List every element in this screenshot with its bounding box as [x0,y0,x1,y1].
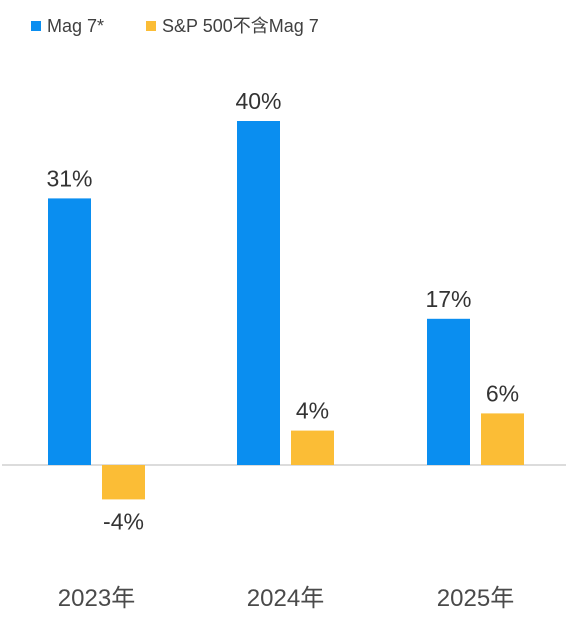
bar-s1-1 [48,198,91,465]
data-label-s1-3: 17% [425,286,471,312]
legend-label-1: Mag 7* [47,16,104,36]
data-label-s2-3: 6% [486,380,519,406]
category-labels-group: 2023年 2024年 2025年 [58,585,514,612]
data-label-s1-1: 31% [46,165,92,191]
legend-swatch-1 [31,21,41,31]
data-label-s2-1: -4% [103,508,144,534]
legend-label-2: S&P 500不含Mag 7 [162,16,319,36]
bar-s1-3 [427,318,470,465]
bar-s2-2 [291,430,334,465]
category-label-1: 2023年 [58,585,135,612]
data-labels-group: 31% 40% 17% -4% 4% 6% [46,88,519,534]
data-label-s2-2: 4% [296,398,329,424]
chart-legend: Mag 7* S&P 500不含Mag 7 [31,16,319,36]
data-label-s1-2: 40% [235,88,281,114]
bar-s2-1 [102,465,145,500]
bars-group [48,121,524,500]
bar-s2-3 [481,413,524,465]
legend-swatch-2 [146,21,156,31]
category-label-2: 2024年 [247,585,324,612]
bar-s1-2 [237,121,280,465]
category-label-3: 2025年 [437,585,514,612]
